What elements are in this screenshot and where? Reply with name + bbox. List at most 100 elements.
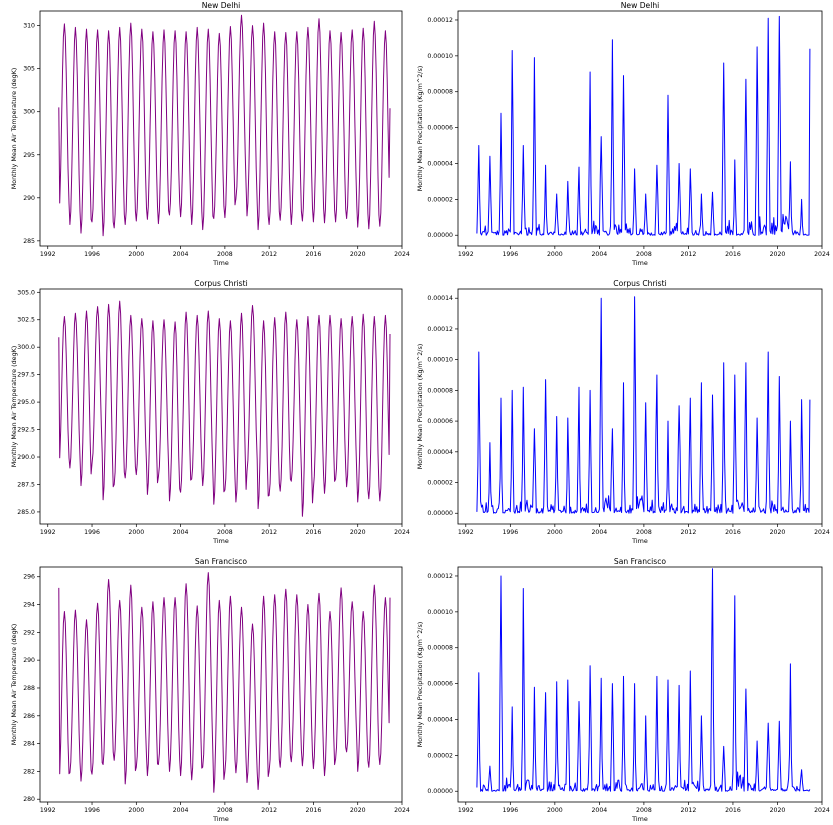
plot-frame [39, 288, 403, 525]
x-tick-label: 2024 [394, 251, 410, 258]
y-tick-label: 0.00006 [427, 125, 453, 132]
x-tick-label: 2016 [306, 251, 322, 258]
series-line [476, 296, 811, 514]
chart-title: New Delhi [202, 1, 241, 10]
y-tick-label: 0.00008 [427, 387, 453, 394]
x-axis-label: Time [631, 815, 648, 823]
y-tick-label: 284 [23, 741, 35, 748]
y-tick-label: 0.00010 [427, 609, 453, 616]
x-axis-label: Time [631, 259, 648, 267]
x-tick-label: 2008 [217, 529, 233, 536]
x-tick-label: 1996 [84, 807, 100, 814]
y-tick-label: 0.00012 [427, 17, 453, 24]
chart-panel-2: 1992 1996 2000 2004 2008 2012 2016 2020 2024 0.00… [416, 1, 830, 267]
y-axis-label: Monthly Mean Precipitation (Kg/m^2/s) [416, 622, 424, 748]
y-tick-label: 0.00010 [427, 53, 453, 60]
y-tick-label: 302.5 [17, 317, 35, 324]
y-tick-label: 0.00010 [427, 357, 453, 364]
x-tick-label: 1992 [40, 529, 56, 536]
x-tick-label: 2020 [350, 251, 366, 258]
x-tick-label: 2024 [814, 529, 830, 536]
y-tick-label: 290 [23, 195, 35, 202]
x-tick-label: 2004 [173, 251, 189, 258]
x-tick-label: 1992 [458, 807, 474, 814]
y-tick-label: 0.00014 [427, 295, 453, 302]
x-tick-label: 2008 [636, 529, 652, 536]
x-tick-label: 2016 [725, 251, 741, 258]
x-tick-label: 2024 [814, 251, 830, 258]
y-tick-label: 285 [23, 238, 35, 245]
y-tick-label: 0.00008 [427, 645, 453, 652]
x-tick-label: 2004 [173, 807, 189, 814]
x-tick-label: 2020 [770, 529, 786, 536]
y-tick-label: 287.5 [17, 481, 35, 488]
x-tick-label: 2012 [681, 251, 697, 258]
chart-panel-5: 1992 1996 2000 2004 2008 2012 2016 2020 2024 280 2… [10, 557, 410, 823]
x-tick-label: 2024 [394, 529, 410, 536]
x-tick-label: 2020 [770, 251, 786, 258]
x-tick-label: 2020 [350, 807, 366, 814]
y-tick-label: 0.00006 [427, 681, 453, 688]
y-axis-label: Monthly Mean Precipitation (Kg/m^2/s) [416, 344, 424, 470]
x-axis-label: Time [212, 259, 229, 267]
x-tick-label: 2000 [547, 807, 563, 814]
x-tick-label: 2008 [636, 807, 652, 814]
series-line [58, 300, 391, 517]
y-tick-label: 295 [23, 152, 35, 159]
chart-title: Corpus Christi [194, 279, 247, 288]
y-tick-label: 296 [23, 574, 35, 581]
y-tick-label: 0.00008 [427, 89, 453, 96]
y-tick-label: 282 [23, 768, 35, 775]
y-tick-label: 300.0 [17, 344, 35, 351]
y-tick-label: 0.00004 [427, 160, 453, 167]
x-tick-label: 1992 [40, 807, 56, 814]
series-line [58, 14, 391, 237]
x-tick-label: 2012 [261, 529, 277, 536]
x-tick-label: 2004 [591, 807, 607, 814]
y-tick-label: 305 [23, 66, 35, 73]
y-tick-label: 310 [23, 23, 35, 30]
x-tick-label: 2004 [591, 529, 607, 536]
x-tick-label: 1992 [458, 529, 474, 536]
x-tick-label: 2004 [591, 251, 607, 258]
x-tick-label: 1996 [502, 529, 518, 536]
x-tick-label: 2012 [261, 807, 277, 814]
x-tick-label: 2016 [306, 529, 322, 536]
x-tick-label: 2000 [128, 529, 144, 536]
y-tick-label: 0.00000 [427, 510, 453, 517]
y-tick-label: 0.00012 [427, 573, 453, 580]
x-tick-label: 2000 [128, 251, 144, 258]
x-tick-label: 2000 [128, 807, 144, 814]
y-tick-label: 297.5 [17, 372, 35, 379]
y-axis-label: Monthly Mean Precipitation (Kg/m^2/s) [416, 66, 424, 192]
series-line [476, 15, 811, 236]
y-axis-label: Monthly Mean Air Temperature (degK) [10, 624, 18, 746]
x-tick-label: 2000 [547, 251, 563, 258]
x-tick-label: 2012 [261, 251, 277, 258]
y-tick-label: 280 [23, 796, 35, 803]
y-tick-label: 0.00000 [427, 232, 453, 239]
y-tick-label: 292 [23, 629, 35, 636]
x-tick-label: 2024 [814, 807, 830, 814]
x-tick-label: 2008 [217, 251, 233, 258]
chart-panel-4: 1992 1996 2000 2004 2008 2012 2016 2020 2024 0.00… [416, 279, 830, 545]
x-tick-label: 2012 [681, 807, 697, 814]
y-tick-label: 292.5 [17, 427, 35, 434]
x-axis-label: Time [631, 537, 648, 545]
y-tick-label: 0.00006 [427, 418, 453, 425]
y-tick-label: 0.00002 [427, 752, 453, 759]
y-tick-label: 0.00002 [427, 196, 453, 203]
x-tick-label: 2016 [725, 807, 741, 814]
x-tick-label: 2016 [306, 807, 322, 814]
chart-title: New Delhi [621, 1, 660, 10]
y-tick-label: 290 [23, 657, 35, 664]
x-tick-label: 1992 [40, 251, 56, 258]
chart-panel-3: 1992 1996 2000 2004 2008 2012 2016 2020 2024 285.… [10, 279, 410, 545]
x-tick-label: 2000 [547, 529, 563, 536]
chart-title: San Francisco [614, 557, 667, 566]
y-axis-label: Monthly Mean Air Temperature (degK) [10, 68, 18, 190]
x-tick-label: 2020 [770, 807, 786, 814]
y-tick-label: 305.0 [17, 289, 35, 296]
x-tick-label: 1992 [458, 251, 474, 258]
